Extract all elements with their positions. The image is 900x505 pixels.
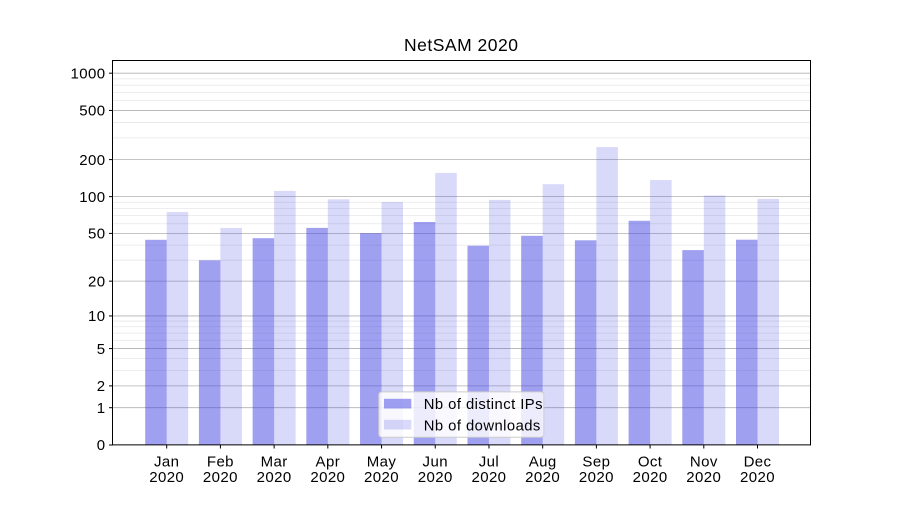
svg-text:Apr: Apr (316, 454, 341, 471)
svg-text:50: 50 (88, 226, 106, 243)
svg-text:20: 20 (88, 273, 106, 290)
svg-text:2020: 2020 (579, 469, 614, 486)
svg-text:Oct: Oct (638, 454, 663, 471)
svg-text:Nov: Nov (690, 454, 718, 471)
svg-text:2: 2 (97, 378, 106, 395)
svg-text:2020: 2020 (203, 469, 238, 486)
svg-text:2020: 2020 (633, 469, 668, 486)
svg-text:2020: 2020 (310, 469, 345, 486)
svg-text:100: 100 (79, 189, 105, 206)
svg-text:2020: 2020 (471, 469, 506, 486)
svg-text:2020: 2020 (364, 469, 399, 486)
svg-text:Nb of distinct IPs: Nb of distinct IPs (424, 397, 543, 413)
svg-text:0: 0 (97, 437, 106, 454)
svg-text:Sep: Sep (582, 454, 610, 471)
svg-text:2020: 2020 (418, 469, 453, 486)
svg-text:Jan: Jan (154, 454, 179, 471)
svg-text:10: 10 (88, 308, 106, 325)
svg-text:Feb: Feb (207, 454, 234, 471)
svg-text:Mar: Mar (261, 454, 288, 471)
svg-text:2020: 2020 (257, 469, 292, 486)
svg-text:Nb of downloads: Nb of downloads (424, 419, 541, 435)
svg-text:2020: 2020 (149, 469, 184, 486)
svg-text:2020: 2020 (525, 469, 560, 486)
svg-text:200: 200 (79, 152, 105, 169)
svg-text:2020: 2020 (740, 469, 775, 486)
svg-text:1: 1 (97, 400, 106, 417)
svg-text:500: 500 (79, 103, 105, 120)
svg-text:Jun: Jun (423, 454, 448, 471)
svg-text:5: 5 (97, 341, 106, 358)
svg-text:Jul: Jul (479, 454, 499, 471)
svg-text:May: May (367, 454, 397, 471)
svg-text:Dec: Dec (744, 454, 772, 471)
svg-text:1000: 1000 (71, 65, 106, 82)
svg-text:NetSAM 2020: NetSAM 2020 (404, 35, 518, 55)
svg-text:2020: 2020 (686, 469, 721, 486)
svg-text:Aug: Aug (529, 454, 557, 471)
